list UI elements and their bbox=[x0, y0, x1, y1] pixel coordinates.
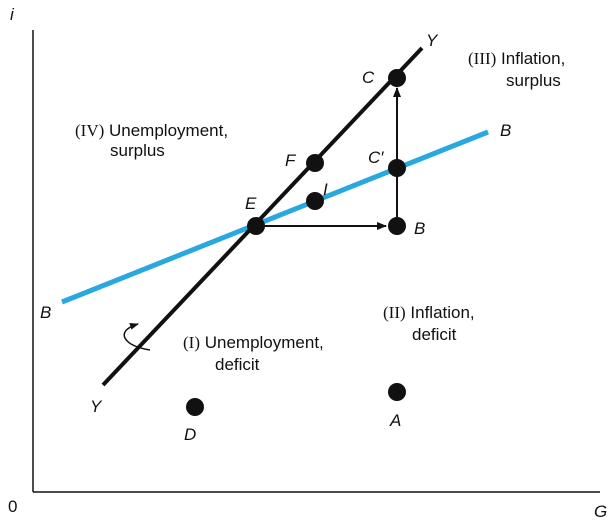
point-a bbox=[388, 383, 406, 401]
x-axis-label: G bbox=[594, 502, 607, 521]
yy-end-label: Y bbox=[426, 31, 439, 50]
bb-start-label: B bbox=[40, 303, 51, 322]
point-label: F bbox=[285, 151, 297, 170]
point-label: C bbox=[362, 68, 375, 87]
region-label: surplus bbox=[506, 71, 561, 90]
rotation-arrow bbox=[123, 322, 151, 351]
point-label: A bbox=[389, 411, 401, 430]
bb-line bbox=[61, 129, 489, 305]
region-label: surplus bbox=[110, 141, 165, 160]
yy-line bbox=[101, 46, 424, 387]
region-label: (II) Inflation, bbox=[383, 303, 475, 322]
region-label: deficit bbox=[215, 355, 260, 374]
region-numeral: (I) bbox=[183, 333, 200, 352]
point-label: E bbox=[245, 194, 257, 213]
region-numeral: (II) bbox=[383, 303, 406, 322]
yy-start-label: Y bbox=[90, 397, 103, 416]
region-line: Inflation, bbox=[410, 303, 474, 322]
point-c-prime bbox=[388, 159, 406, 177]
region-label: deficit bbox=[412, 325, 457, 344]
origin-label: 0 bbox=[8, 497, 17, 516]
bb-end-label: B bbox=[500, 121, 511, 140]
point-label: B bbox=[414, 219, 425, 238]
point-label: C′ bbox=[368, 148, 384, 167]
region-numeral: (III) bbox=[468, 49, 496, 68]
point-f bbox=[306, 154, 324, 172]
point-d bbox=[186, 398, 204, 416]
y-axis-label: i bbox=[10, 5, 15, 24]
region-line: Unemployment, bbox=[109, 121, 228, 140]
point-c bbox=[388, 69, 406, 87]
region-label: (III) Inflation, bbox=[468, 49, 565, 68]
point-label: D bbox=[184, 425, 196, 444]
region-label: (IV) Unemployment, bbox=[75, 121, 228, 140]
region-numeral: (IV) bbox=[75, 121, 104, 140]
region-line: Inflation, bbox=[501, 49, 565, 68]
point-e bbox=[247, 217, 265, 235]
region-label: (I) Unemployment, bbox=[183, 333, 324, 352]
region-line: Unemployment, bbox=[205, 333, 324, 352]
point-b bbox=[388, 217, 406, 235]
point-label: I bbox=[323, 180, 328, 199]
point-i bbox=[306, 192, 324, 210]
